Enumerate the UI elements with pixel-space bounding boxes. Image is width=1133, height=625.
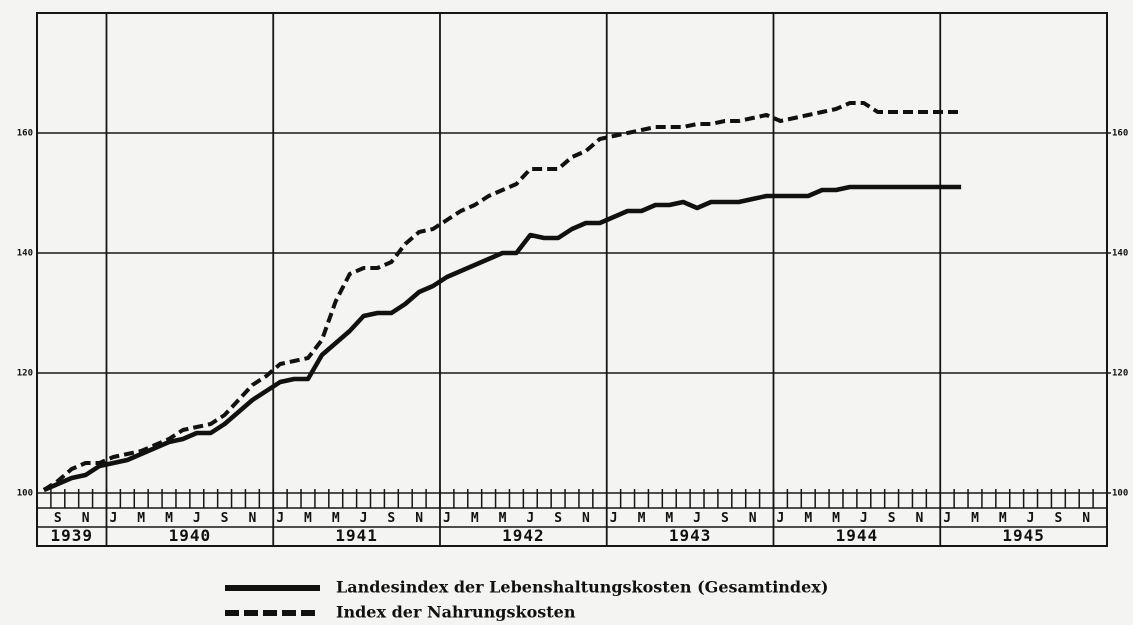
x-tick-label: J [943,511,951,526]
y2-tick-label: 140 [1112,249,1128,259]
x-tick-label: S [1054,511,1062,526]
y2-tick-label: 160 [1112,129,1128,139]
x-tick-label: S [54,511,62,526]
year-label: 1941 [335,526,378,545]
x-tick-label: M [499,511,507,526]
x-tick-label: J [360,511,368,526]
x-tick-label: M [471,511,479,526]
x-tick-label: J [777,511,785,526]
x-tick-label: J [526,511,534,526]
x-tick-label: M [137,511,145,526]
x-tick-label: M [999,511,1007,526]
x-tick-label: S [721,511,729,526]
x-tick-label: M [165,511,173,526]
x-tick-label: M [638,511,646,526]
x-tick-label: M [832,511,840,526]
x-tick-label: N [415,511,423,526]
series-line [43,184,962,493]
x-tick-label: J [276,511,284,526]
x-tick-label: J [110,511,118,526]
x-tick-label: J [193,511,201,526]
year-label: 1944 [836,526,879,545]
x-tick-label: N [749,511,757,526]
x-tick-label: J [610,511,618,526]
x-tick-label: S [221,511,229,526]
x-tick-label: J [860,511,868,526]
x-tick-label: S [554,511,562,526]
year-label: 1940 [169,526,212,545]
x-tick-label: M [304,511,312,526]
y-tick-label: 100 [17,489,33,499]
legend-label: Index der Nahrungskosten [336,603,576,622]
x-tick-label: M [804,511,812,526]
x-tick-label: N [915,511,923,526]
year-label: 1942 [502,526,545,545]
x-tick-label: N [582,511,590,526]
x-tick-label: M [332,511,340,526]
year-label: 1943 [669,526,712,545]
x-tick-label: N [248,511,256,526]
plot-frame [36,12,1108,547]
x-tick-label: M [971,511,979,526]
x-tick-label: J [693,511,701,526]
legend-label: Landesindex der Lebenshaltungskosten (Ge… [336,578,828,597]
y-tick-label: 120 [17,369,33,379]
x-tick-label: S [387,511,395,526]
y2-tick-label: 120 [1112,369,1128,379]
x-tick-label: N [82,511,90,526]
x-tick-label: N [1082,511,1090,526]
x-tick-label: S [888,511,896,526]
x-tick-label: J [443,511,451,526]
year-label: 1939 [50,526,93,545]
x-tick-label: M [665,511,673,526]
y-tick-label: 140 [17,249,33,259]
y2-tick-label: 100 [1112,489,1128,499]
x-tick-label: J [1027,511,1035,526]
year-label: 1945 [1002,526,1045,545]
series-line [42,101,962,492]
y-tick-label: 160 [17,129,33,139]
